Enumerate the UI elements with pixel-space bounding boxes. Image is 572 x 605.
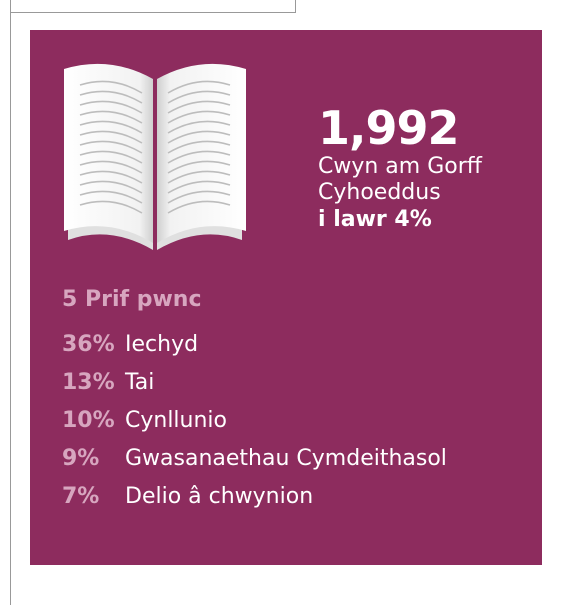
topic-name: Cynllunio <box>125 408 228 433</box>
topic-row: 10% Cynllunio <box>62 402 447 440</box>
topics: 5 Prif pwnc 36% Iechyd 13% Tai 10% Cynllunio 9… <box>62 280 447 516</box>
frame-line <box>10 0 11 605</box>
headline-change: i lawr 4% <box>318 207 432 232</box>
frame-line <box>10 12 296 13</box>
topics-title: 5 Prif pwnc <box>62 287 202 312</box>
topic-name: Delio â chwynion <box>125 484 314 509</box>
topic-percent: 13% <box>62 370 115 395</box>
topic-row: 36% Iechyd <box>62 326 447 364</box>
topic-row: 9% Gwasanaethau Cymdeithasol <box>62 440 447 478</box>
topic-row: 13% Tai <box>62 364 447 402</box>
topic-name: Tai <box>125 370 155 395</box>
topic-percent: 9% <box>62 446 100 471</box>
topic-name: Iechyd <box>125 332 199 357</box>
card: 1,992 Cwyn am Gorff Cyhoeddus i lawr 4% … <box>30 30 542 565</box>
topic-row: 7% Delio â chwynion <box>62 478 447 516</box>
book-icon <box>64 63 246 250</box>
topic-name: Gwasanaethau Cymdeithasol <box>125 446 447 471</box>
topic-percent: 7% <box>62 484 100 509</box>
frame-line <box>295 0 296 13</box>
headline-text: Cyhoeddus <box>318 180 441 205</box>
headline-number: 1,992 <box>318 101 460 155</box>
topic-percent: 36% <box>62 332 115 357</box>
headline: 1,992 Cwyn am Gorff Cyhoeddus i lawr 4% <box>318 102 482 234</box>
topic-percent: 10% <box>62 408 115 433</box>
headline-text: Cwyn am Gorff <box>318 154 482 179</box>
